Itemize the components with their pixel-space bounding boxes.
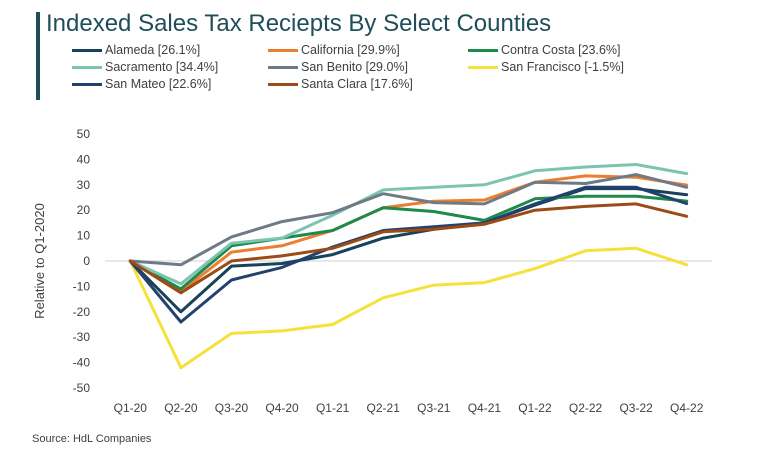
legend-item: California [29.9%] <box>268 42 400 58</box>
y-tick-label: -10 <box>73 279 91 293</box>
legend-swatch <box>268 48 298 52</box>
legend-item: Sacramento [34.4%] <box>72 59 218 75</box>
x-tick-label: Q1-20 <box>114 401 148 415</box>
y-tick-label: -40 <box>73 356 91 370</box>
legend-label: San Francisco [-1.5%] <box>501 60 624 74</box>
legend-swatch <box>468 65 498 69</box>
series-line <box>128 173 689 267</box>
series-line <box>128 174 689 293</box>
x-tick-label: Q4-20 <box>265 401 299 415</box>
legend-label: Santa Clara [17.6%] <box>301 77 413 91</box>
legend-item: San Francisco [-1.5%] <box>468 59 624 75</box>
x-tick-label: Q1-22 <box>518 401 552 415</box>
x-tick-label: Q3-22 <box>619 401 653 415</box>
y-tick-label: 0 <box>83 254 90 268</box>
series-line <box>128 185 689 324</box>
chart-legend: Alameda [26.1%] California [29.9%] Contra … <box>72 42 762 94</box>
y-tick-label: 30 <box>77 178 91 192</box>
x-tick-label: Q2-21 <box>367 401 401 415</box>
legend-label: California [29.9%] <box>301 43 400 57</box>
legend-item: San Benito [29.0%] <box>268 59 408 75</box>
legend-item: Santa Clara [17.6%] <box>268 76 413 92</box>
legend-item: Contra Costa [23.6%] <box>468 42 621 58</box>
x-tick-label: Q1-21 <box>316 401 350 415</box>
y-tick-label: 20 <box>77 203 91 217</box>
x-tick-label: Q2-20 <box>164 401 198 415</box>
series-line <box>128 202 689 295</box>
legend-item: Alameda [26.1%] <box>72 42 200 58</box>
x-tick-label: Q4-22 <box>670 401 704 415</box>
x-tick-label: Q4-21 <box>468 401 502 415</box>
legend-item: San Mateo [22.6%] <box>72 76 211 92</box>
legend-label: San Mateo [22.6%] <box>105 77 212 91</box>
legend-swatch <box>268 82 298 86</box>
y-tick-label: -20 <box>73 305 91 319</box>
x-tick-label: Q3-20 <box>215 401 249 415</box>
legend-swatch <box>468 48 498 52</box>
source-note: Source: HdL Companies <box>32 433 152 445</box>
x-tick-label: Q2-22 <box>569 401 603 415</box>
legend-label: San Benito [29.0%] <box>301 60 409 74</box>
legend-swatch <box>72 82 102 86</box>
title-accent-bar <box>36 12 40 100</box>
legend-swatch <box>72 48 102 52</box>
legend-label: Contra Costa [23.6%] <box>501 43 621 57</box>
y-tick-label: 10 <box>77 229 91 243</box>
legend-label: Sacramento [34.4%] <box>105 60 219 74</box>
y-tick-label: 50 <box>77 127 91 141</box>
legend-swatch <box>72 65 102 69</box>
series-line <box>128 194 689 291</box>
y-tick-label: -50 <box>73 381 91 395</box>
y-axis-label: Relative to Q1-2020 <box>32 203 47 319</box>
legend-label: Alameda [26.1%] <box>105 43 201 57</box>
y-tick-label: 40 <box>77 152 91 166</box>
legend-swatch <box>268 65 298 69</box>
series-line <box>128 163 689 286</box>
chart-title: Indexed Sales Tax Reciepts By Select Cou… <box>46 10 552 37</box>
series-line <box>128 246 689 370</box>
x-tick-label: Q3-21 <box>417 401 451 415</box>
y-tick-label: -30 <box>73 330 91 344</box>
